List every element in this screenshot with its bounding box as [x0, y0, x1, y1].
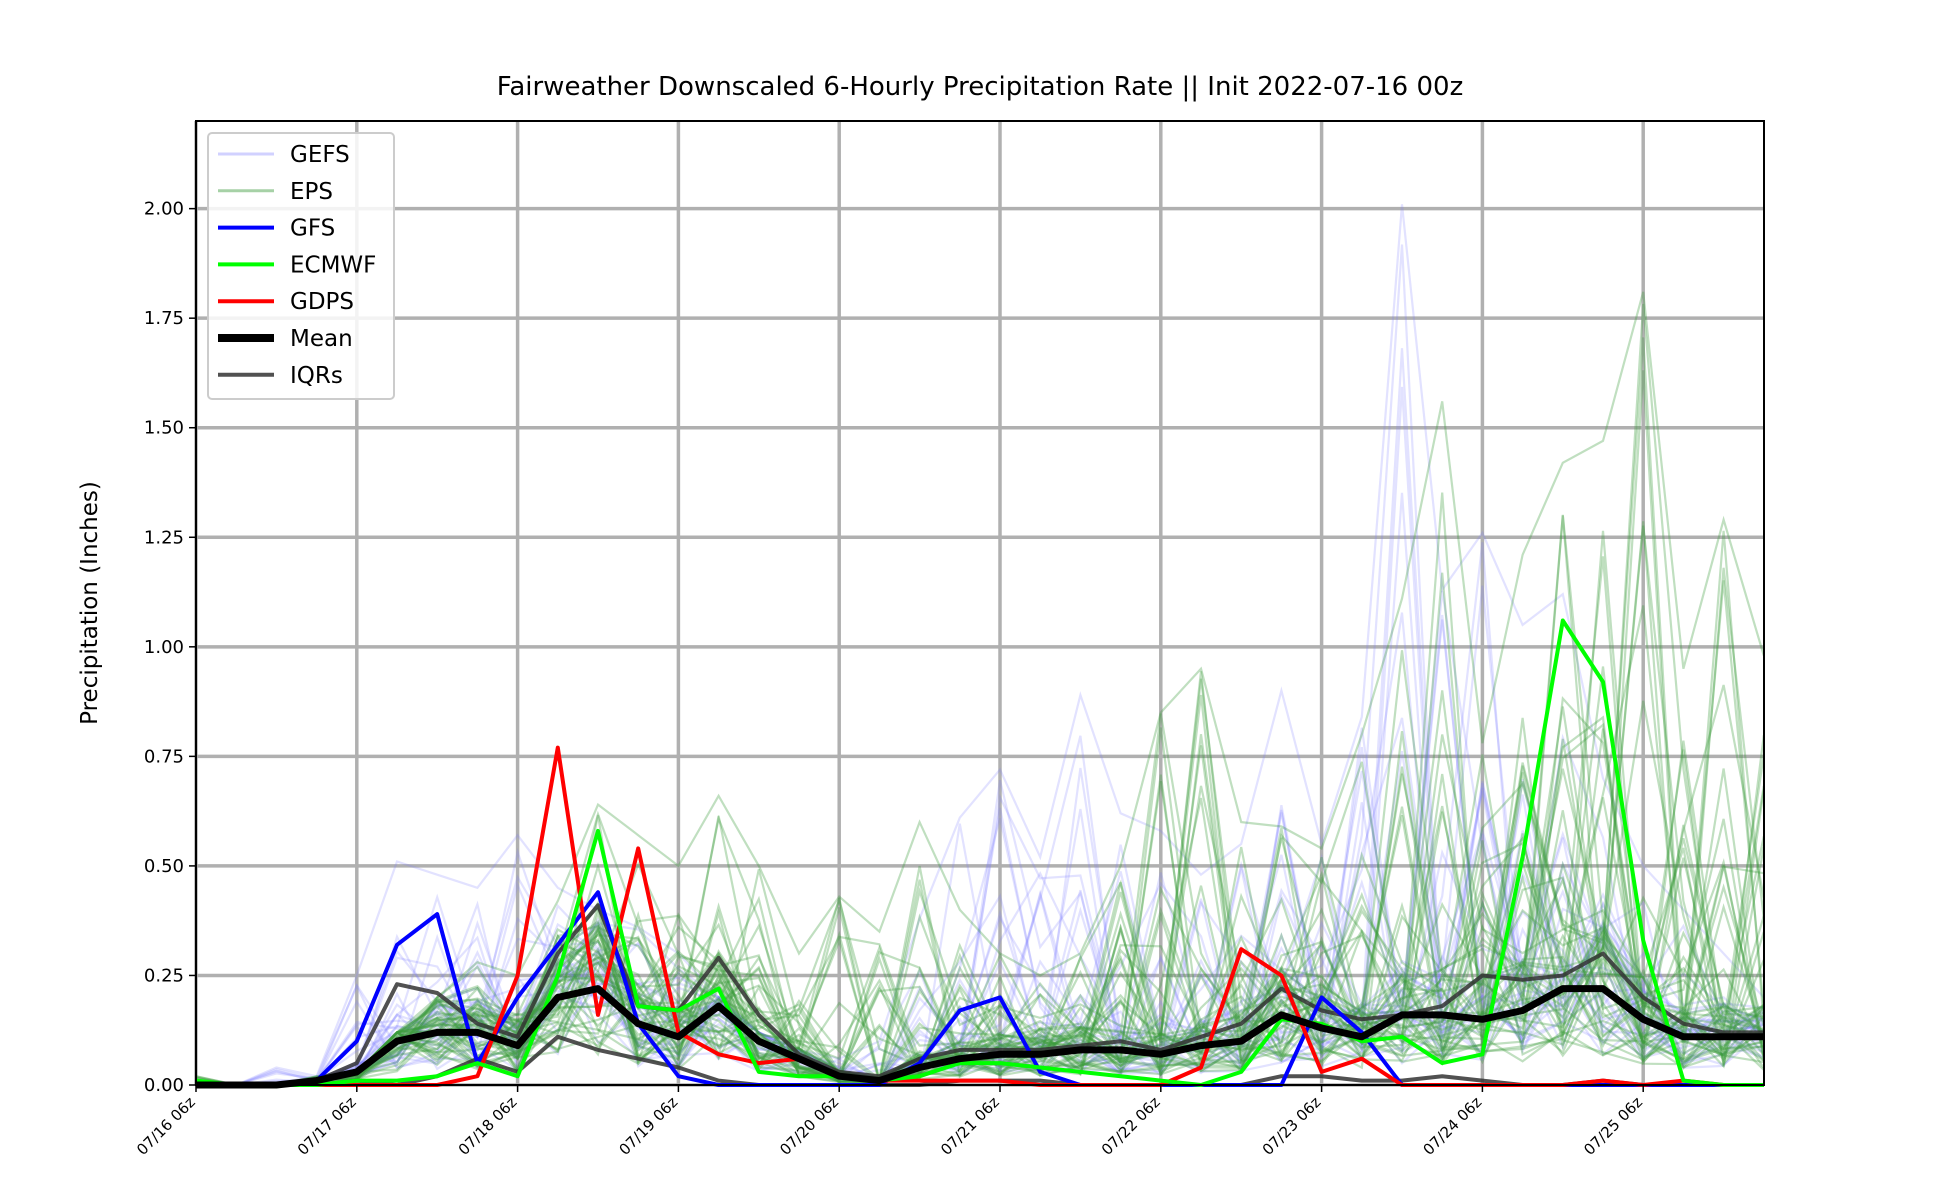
y-axis-label: Precipitation (Inches): [77, 481, 103, 725]
eps-member-line: [196, 734, 1765, 1087]
gefs-member-line: [196, 614, 1765, 1087]
y-tick-label: 1.50: [144, 418, 184, 439]
y-tick-label: 0.75: [144, 746, 184, 767]
ensemble-lines: [195, 204, 1765, 1087]
legend-label-ecmwf: ECMWF: [290, 252, 376, 278]
y-tick-label: 0.25: [144, 965, 184, 986]
eps-member-line: [196, 530, 1765, 1087]
legend-label-gdps: GDPS: [290, 289, 354, 315]
eps-member-line: [196, 678, 1765, 1087]
iqrs-series-line: [196, 903, 1764, 1087]
eps-member-line: [195, 291, 1765, 1087]
x-tick-label: 07/21 06z: [937, 1093, 1003, 1159]
eps-member-line: [196, 925, 1765, 1087]
eps-member-line: [196, 605, 1765, 1087]
gefs-member-line: [196, 770, 1765, 1087]
eps-member-line: [196, 740, 1765, 1087]
legend-label-gefs: GEFS: [290, 142, 350, 168]
y-tick-label: 2.00: [144, 199, 184, 220]
gefs-member-line: [196, 826, 1765, 1087]
y-tick-label: 1.75: [144, 308, 184, 329]
x-tick-label: 07/20 06z: [776, 1093, 842, 1159]
gefs-member-line: [196, 204, 1765, 1087]
x-tick-label: 07/18 06z: [455, 1093, 521, 1159]
eps-member-line: [196, 833, 1764, 1087]
eps-member-line: [196, 337, 1765, 1087]
eps-member-line: [195, 521, 1765, 1087]
legend-label-iqrs: IQRs: [290, 363, 343, 389]
legend-box: [207, 132, 395, 400]
x-axis: 07/16 06z 07/17 06z 07/18 06z 07/19 06z 07/2…: [133, 1085, 1646, 1159]
ecmwf-series-line: [195, 618, 1764, 1087]
eps-member-line: [196, 515, 1765, 1087]
y-tick-label: 0.00: [144, 1075, 184, 1096]
y-tick-label: 0.50: [144, 856, 184, 877]
x-tick-label: 07/23 06z: [1259, 1093, 1325, 1159]
gefs-member-line: [196, 612, 1765, 1087]
legend-label-mean: Mean: [290, 326, 353, 352]
x-tick-label: 07/17 06z: [294, 1093, 360, 1159]
eps-member-line: [195, 303, 1765, 1087]
eps-member-line: [195, 765, 1764, 1087]
x-tick-label: 07/25 06z: [1580, 1093, 1646, 1159]
eps-member-line: [196, 715, 1765, 1087]
legend-label-gfs: GFS: [290, 216, 335, 242]
gefs-member-line: [196, 542, 1765, 1087]
legend: GEFS EPS GFS ECMWF GDPS Mean IQRs: [207, 132, 395, 400]
series-lines: [195, 618, 1764, 1089]
y-tick-label: 1.00: [144, 637, 184, 658]
eps-member-line: [195, 851, 1764, 1087]
eps-member-line: [196, 684, 1765, 1087]
x-tick-label: 07/19 06z: [615, 1093, 681, 1159]
eps-member-line: [196, 864, 1765, 1087]
x-tick-label: 07/16 06z: [133, 1093, 199, 1159]
y-axis: 0.00 0.25 0.50 0.75 1.00 1.25 1.50 1.75 2.00: [144, 199, 196, 1096]
chart-title: Fairweather Downscaled 6-Hourly Precipit…: [497, 72, 1463, 102]
eps-member-line: [196, 754, 1765, 1087]
gefs-member-line: [196, 733, 1765, 1087]
gefs-member-line: [196, 794, 1764, 1087]
plot-frame: [195, 120, 1765, 1086]
eps-member-line: [195, 700, 1765, 1087]
gefs-member-line: [196, 871, 1765, 1087]
gefs-member-line: [196, 492, 1764, 1087]
y-tick-label: 1.25: [144, 527, 184, 548]
gefs-member-line: [196, 590, 1764, 1087]
x-tick-label: 07/24 06z: [1419, 1093, 1485, 1159]
x-tick-label: 07/22 06z: [1098, 1093, 1164, 1159]
eps-member-line: [196, 706, 1765, 1087]
eps-member-line: [195, 858, 1765, 1087]
eps-member-line: [195, 906, 1765, 1087]
mean-series-line: [196, 985, 1764, 1089]
legend-label-eps: EPS: [290, 179, 333, 205]
